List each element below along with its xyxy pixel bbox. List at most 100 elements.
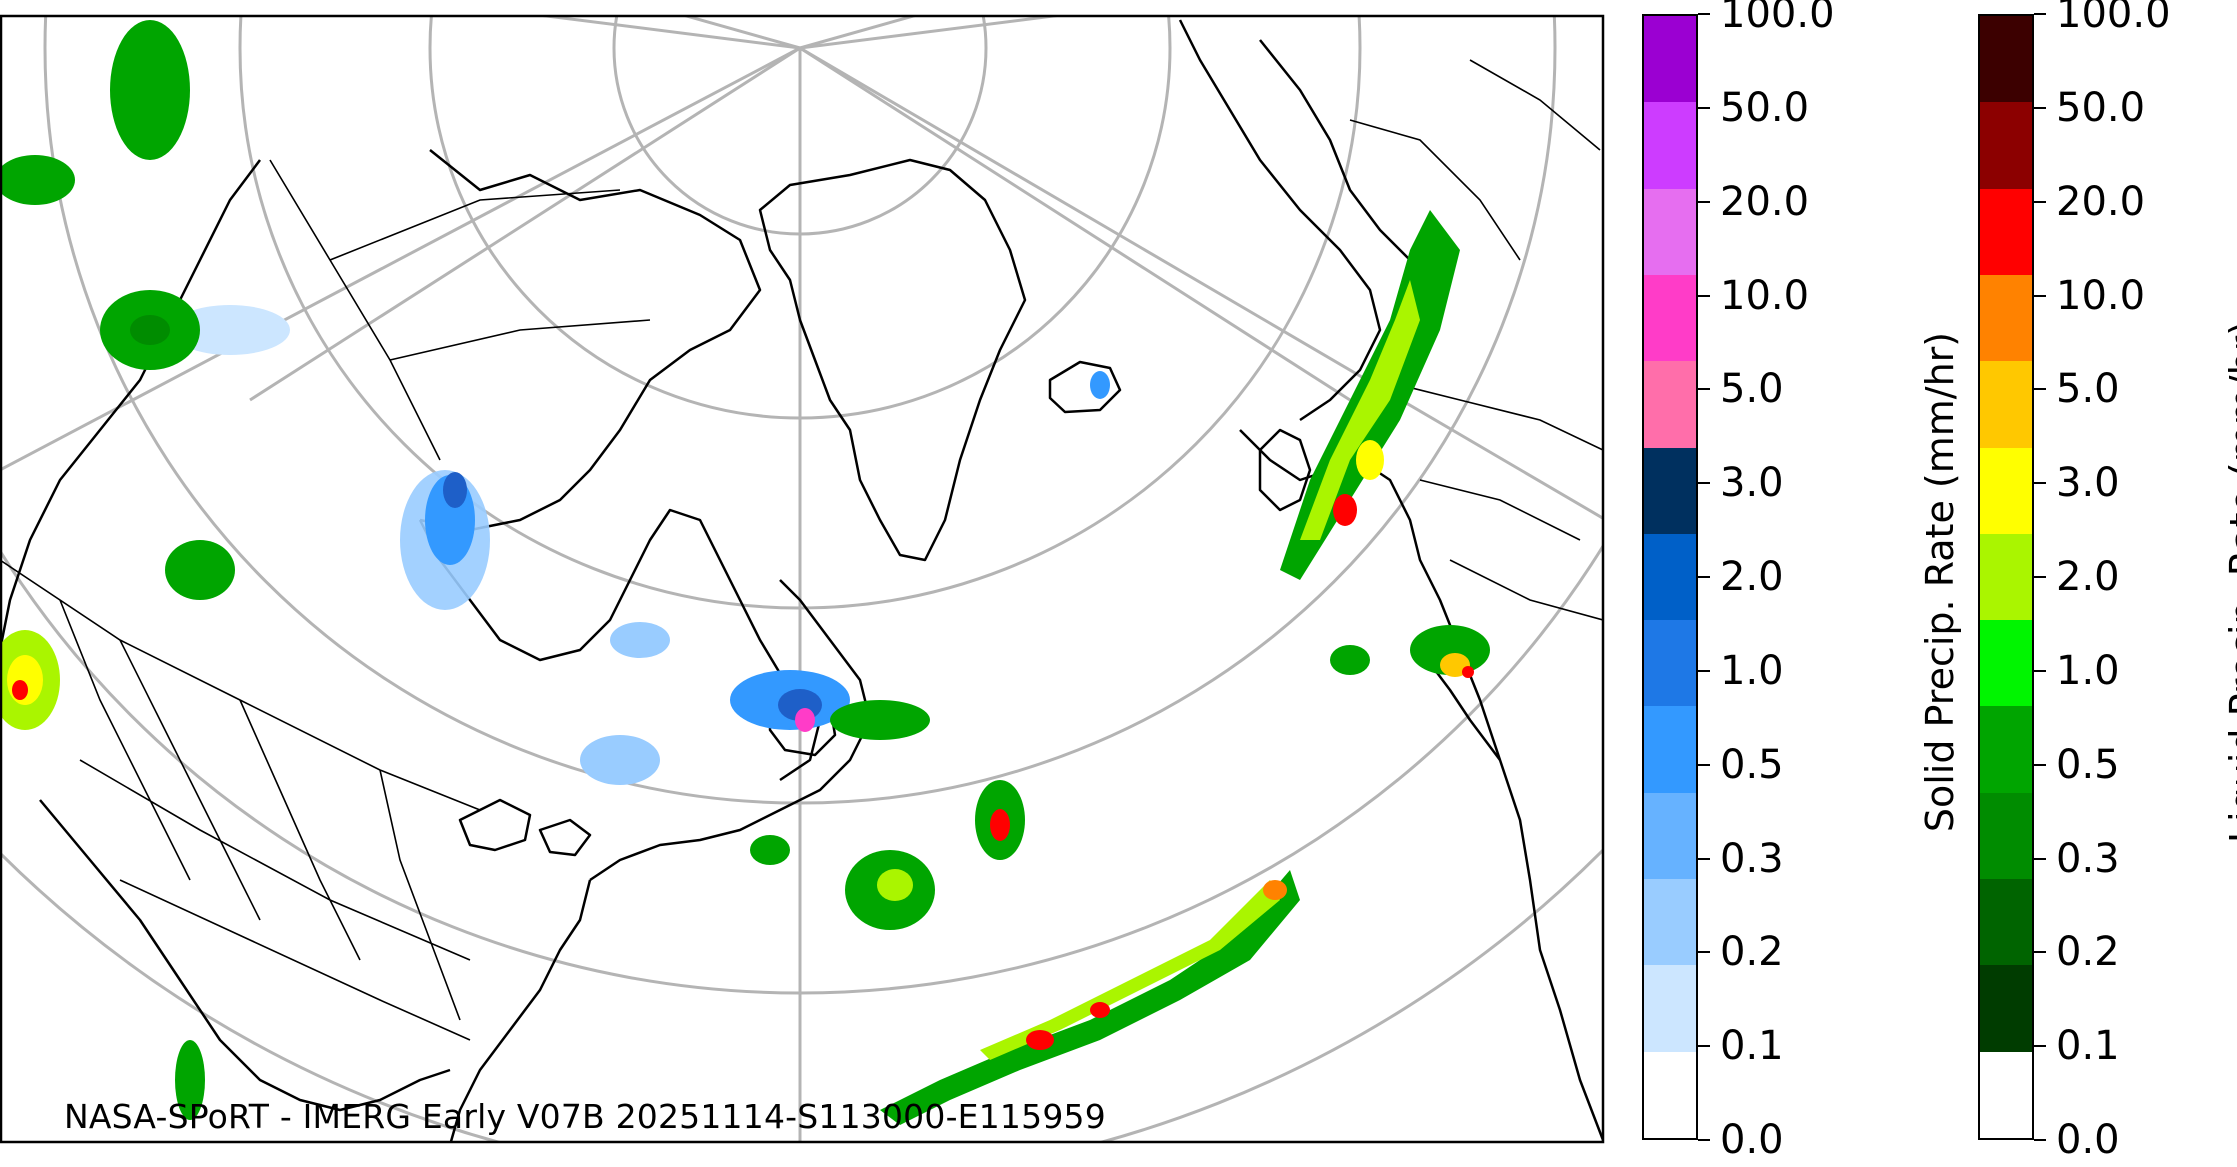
- solid-tick-label: 0.5: [1720, 741, 1784, 788]
- liquid-color-segment: [1980, 102, 2032, 189]
- us-east-coast: [449, 879, 592, 1142]
- norway-coast: [1178, 19, 1382, 422]
- solid-tick-label: 0.1: [1720, 1023, 1784, 1070]
- liquid-tick-label: 0.3: [2056, 835, 2120, 882]
- rain-area-nova-scotia-core: [990, 809, 1010, 841]
- greenland-coast: [758, 158, 1027, 562]
- solid-tick-label: 2.0: [1720, 554, 1784, 600]
- snow-area-iceland: [1090, 371, 1110, 399]
- liquid-color-segment: [1980, 620, 2032, 707]
- solid-color-segment: [1644, 792, 1696, 880]
- rain-area-atlantic-red1: [1026, 1030, 1054, 1050]
- rain-band-atlantic: [880, 870, 1300, 1125]
- snow-area-lakes: [580, 735, 660, 785]
- graticule: [1, 16, 1603, 1142]
- gulf-coast: [39, 799, 451, 1112]
- liquid-color-segment: [1980, 447, 2032, 534]
- credit-text: NASA-SPoRT - IMERG Early V07B 20251114-S…: [64, 1097, 1106, 1136]
- solid-tick-label: 10.0: [1720, 272, 1810, 319]
- political-borders: [1, 59, 1603, 1041]
- liquid-tick-label: 100.0: [2056, 0, 2171, 37]
- liquid-color-segment: [1980, 706, 2032, 793]
- solid-tick-label: 20.0: [1720, 178, 1810, 225]
- iceland-coast: [1048, 360, 1122, 414]
- liquid-tick-label: 5.0: [2056, 366, 2120, 413]
- liquid-tick-label: 0.2: [2056, 929, 2120, 976]
- rain-area-atlantic-orange: [1263, 880, 1287, 900]
- solid-precip-areas: [170, 305, 1110, 785]
- solid-tick-label: 3.0: [1720, 460, 1784, 507]
- precipitation-map: [0, 14, 1605, 1144]
- rain-band-europe-core: [1300, 280, 1420, 540]
- rain-area-alaska-2: [1, 155, 75, 205]
- solid-color-segment: [1644, 879, 1696, 966]
- west-coast: [1, 159, 261, 651]
- solid-precip-ticks: 0.0 0.1 0.2 0.3 0.5 1.0 2.0 3.0 5.0 10.0 20.0 50.0 1…: [1698, 0, 1868, 1163]
- great-lakes: [458, 798, 592, 857]
- rain-area-med: [1410, 625, 1490, 675]
- liquid-color-segment: [1980, 188, 2032, 275]
- liquid-precip-label: Liquid Precip. Rate (mm/hr): [2222, 320, 2237, 844]
- rain-area-atlantic-mid-core: [877, 869, 913, 901]
- solid-tick-label: 0.3: [1720, 835, 1784, 882]
- liquid-tick-label: 2.0: [2056, 554, 2120, 600]
- rain-area-east-atl: [1330, 645, 1370, 675]
- solid-precip-colorbar: [1642, 14, 1698, 1140]
- solid-color-segment: [1644, 1051, 1696, 1138]
- rain-area-europe-yellow: [1356, 440, 1384, 480]
- liquid-tick-label: 20.0: [2056, 178, 2146, 225]
- solid-color-segment: [1644, 447, 1696, 534]
- solid-tick-label: 5.0: [1720, 366, 1784, 413]
- liquid-color-segment: [1980, 361, 2032, 448]
- rain-band-atlantic-core: [980, 880, 1280, 1060]
- liquid-color-segment: [1980, 879, 2032, 966]
- rain-area-west-red: [12, 680, 28, 700]
- snow-area-pink: [795, 708, 815, 732]
- solid-tick-label: 1.0: [1720, 647, 1784, 694]
- liquid-color-segment: [1980, 274, 2032, 362]
- snow-area-ungava: [610, 622, 670, 658]
- liquid-color-segment: [1980, 1051, 2032, 1138]
- solid-color-segment: [1644, 102, 1696, 189]
- liquid-tick-label: 0.1: [2056, 1023, 2120, 1070]
- liquid-color-segment: [1980, 792, 2032, 880]
- rain-area-pacific-core: [130, 315, 170, 345]
- liquid-precip-areas: [1, 20, 1490, 1125]
- solid-tick-label: 100.0: [1720, 0, 1835, 37]
- rain-area-europe-red: [1333, 494, 1357, 526]
- liquid-color-segment: [1980, 533, 2032, 621]
- liquid-tick-label: 0.5: [2056, 741, 2120, 788]
- snow-area-hudson-heavy: [443, 472, 467, 508]
- solid-color-segment: [1644, 15, 1696, 103]
- solid-tick-label: 0.2: [1720, 929, 1784, 976]
- rain-area-gulf: [175, 1040, 205, 1120]
- rain-area-bc: [165, 540, 235, 600]
- liquid-tick-label: 1.0: [2056, 647, 2120, 694]
- canadian-arctic-coast: [419, 149, 762, 532]
- liquid-color-segment: [1980, 965, 2032, 1052]
- map-frame: [0, 14, 1605, 1144]
- snow-area-nw: [170, 305, 290, 355]
- rain-area-med-red: [1462, 666, 1474, 678]
- solid-color-segment: [1644, 533, 1696, 621]
- liquid-tick-label: 10.0: [2056, 272, 2146, 319]
- liquid-precip-ticks: 0.0 0.1 0.2 0.3 0.5 1.0 2.0 3.0 5.0 10.0 20.0 50.0 1…: [2034, 0, 2204, 1163]
- solid-color-segment: [1644, 620, 1696, 707]
- rain-area-newfoundland: [830, 700, 930, 740]
- liquid-tick-label: 0.0: [2056, 1117, 2120, 1163]
- solid-color-segment: [1644, 965, 1696, 1052]
- rain-area-maine: [750, 835, 790, 865]
- rain-area-atlantic-red2: [1090, 1002, 1110, 1018]
- solid-color-segment: [1644, 706, 1696, 793]
- solid-color-segment: [1644, 361, 1696, 448]
- solid-tick-label: 50.0: [1720, 84, 1810, 131]
- solid-color-segment: [1644, 188, 1696, 275]
- great-britain-coast: [1258, 428, 1312, 512]
- liquid-color-segment: [1980, 15, 2032, 103]
- liquid-precip-colorbar: [1978, 14, 2034, 1140]
- liquid-tick-label: 50.0: [2056, 84, 2146, 131]
- labrador-coast: [589, 579, 872, 882]
- rain-area-alaska: [110, 20, 190, 160]
- solid-tick-label: 0.0: [1720, 1117, 1784, 1163]
- solid-precip-label: Solid Precip. Rate (mm/hr): [1918, 331, 1962, 833]
